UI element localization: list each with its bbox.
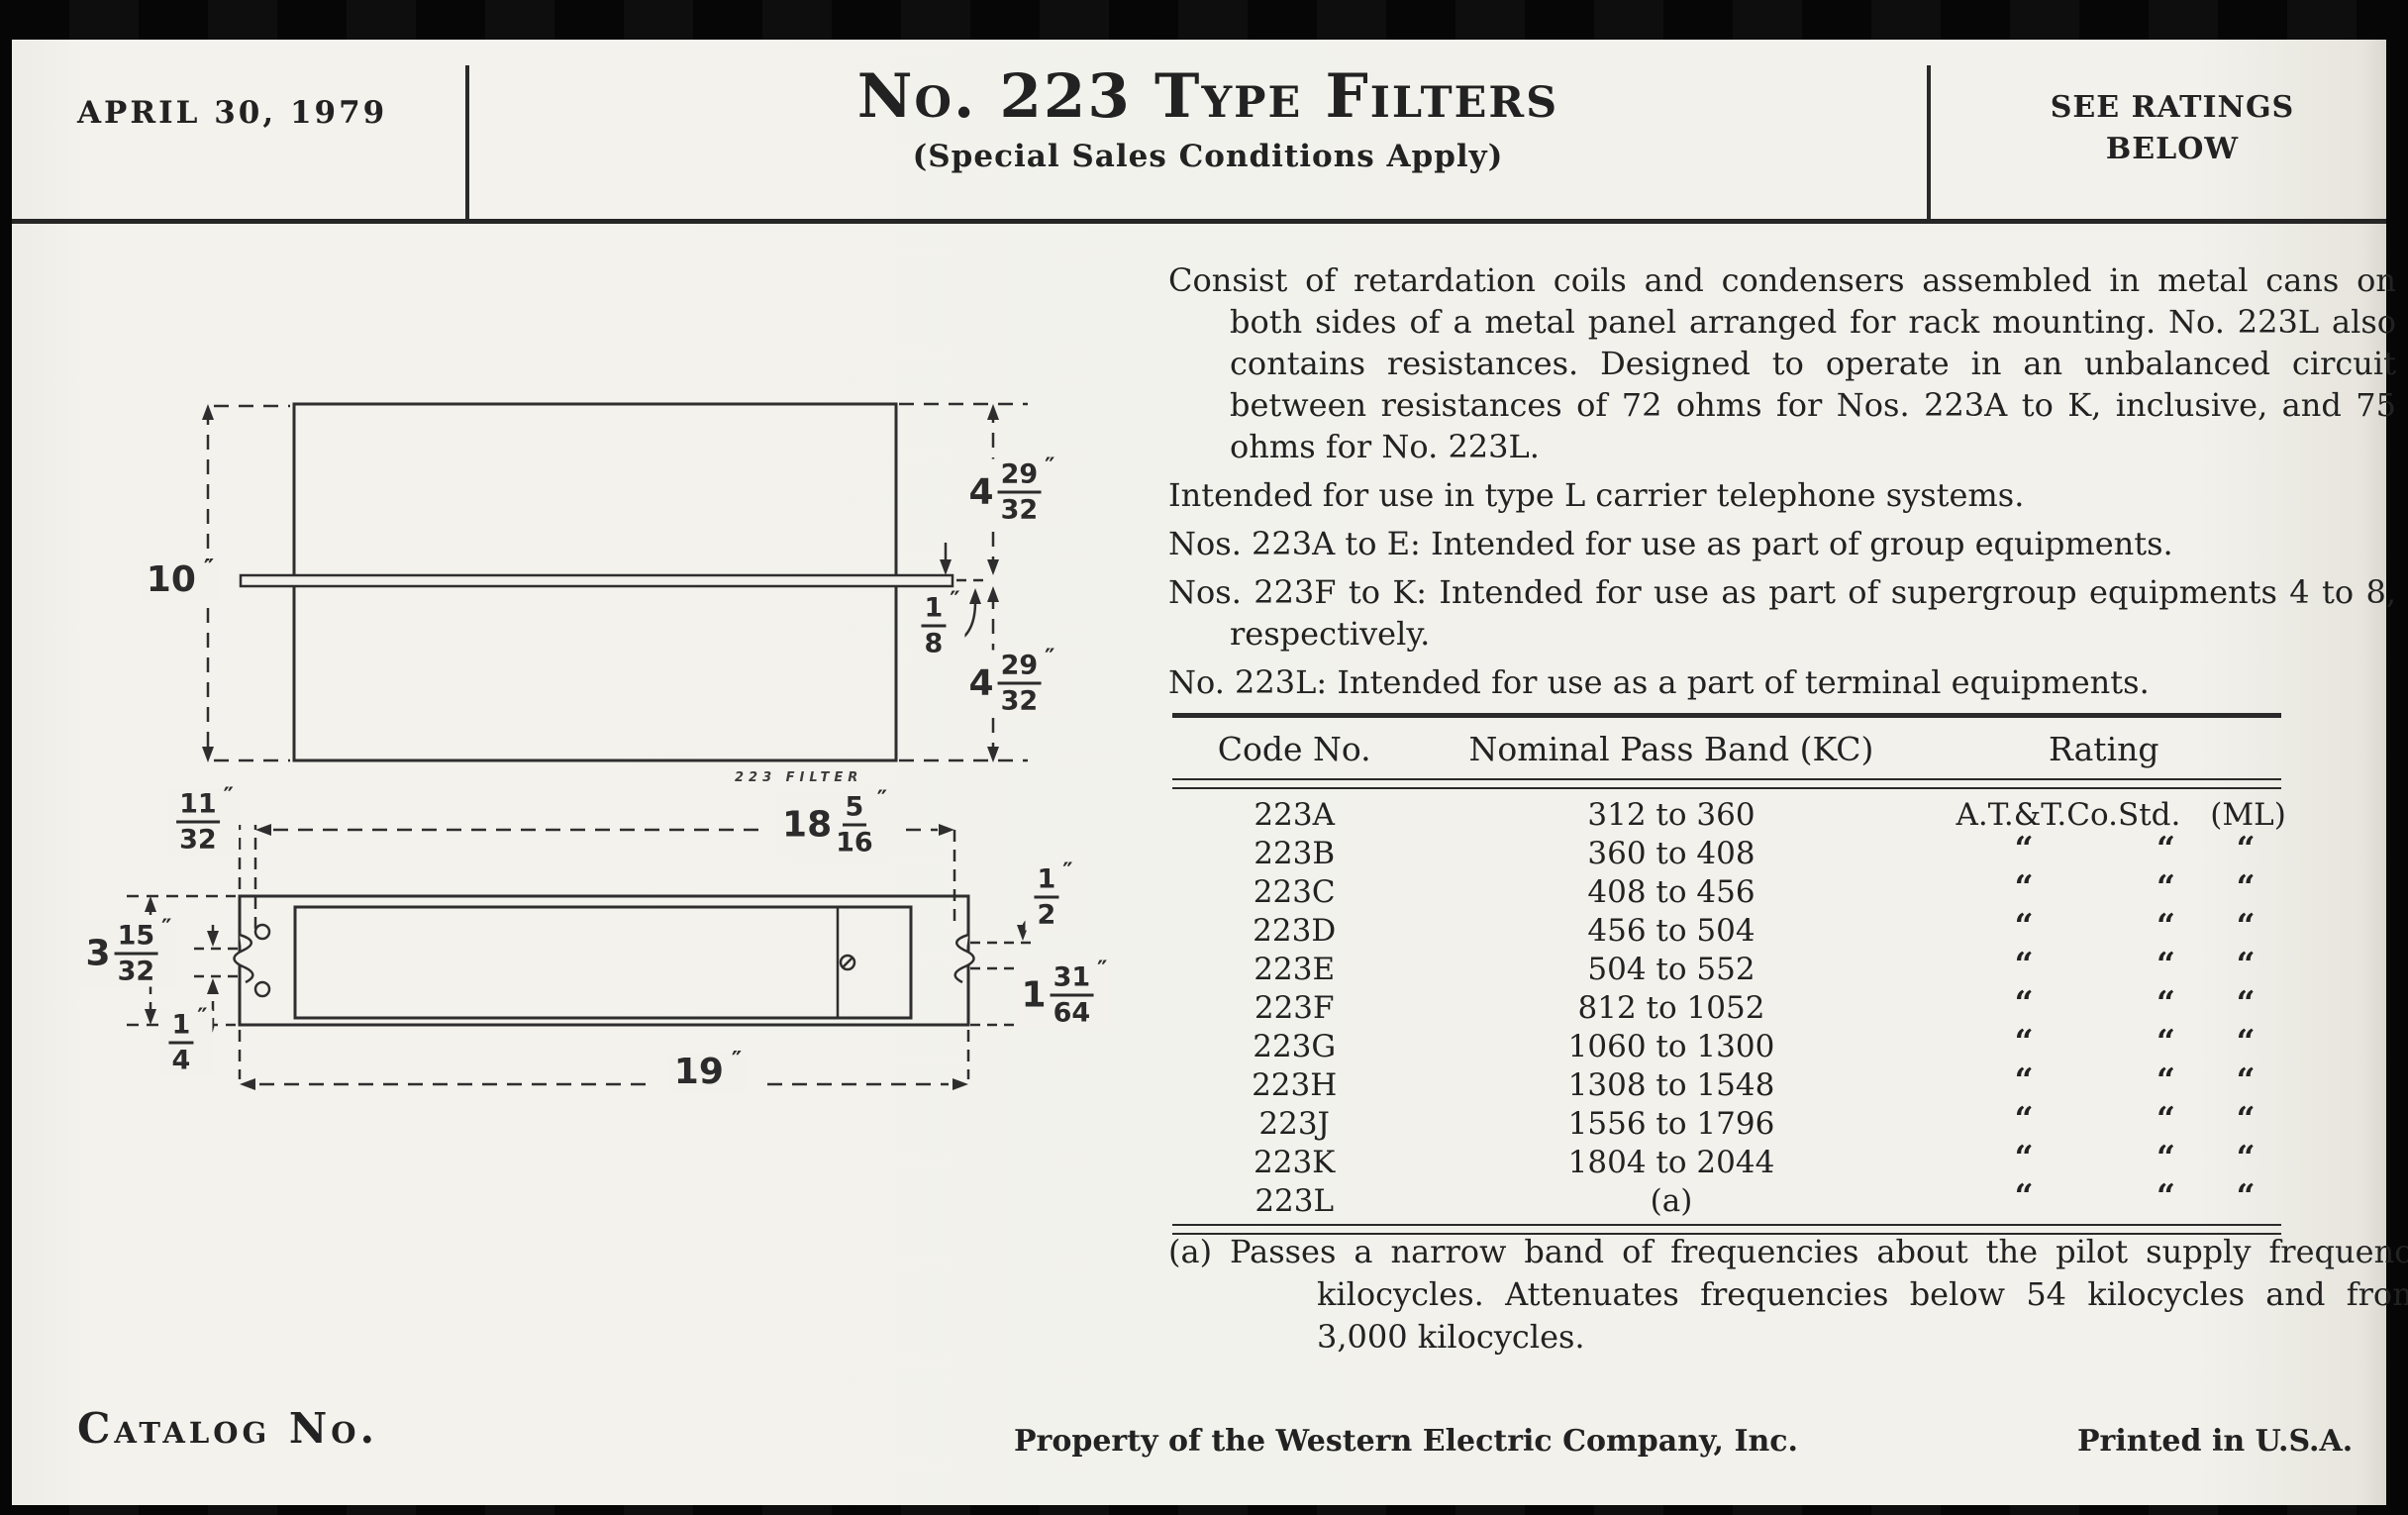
rating-cell: “““ — [2014, 1099, 2256, 1138]
description-paragraph: Intended for use in type L carrier telep… — [1168, 476, 2025, 514]
description-paragraph: Consist of retardation coils and condens… — [1168, 261, 2396, 465]
header-title-block: No. 223 Type Filters (Special Sales Cond… — [614, 61, 1802, 175]
table-header-row: Code No. Nominal Pass Band (KC) Rating — [1172, 718, 2281, 778]
column-header-band: Nominal Pass Band (KC) — [1468, 730, 1874, 768]
table-row: 223B 360 to 408 “““ — [1172, 829, 2281, 872]
drawing-caption: 223 FILTER — [735, 770, 863, 785]
table-row: 223K 1804 to 2044 “““ — [1172, 1138, 2281, 1181]
ratings-table: Code No. Nominal Pass Band (KC) Rating 2… — [1172, 713, 2286, 1235]
dimension-label-upper-4-29-32: 4 29 32 ″ — [963, 455, 1060, 526]
page-subtitle: (Special Sales Conditions Apply) — [912, 139, 1504, 175]
dimension-label-10in: 10 ″ — [141, 557, 220, 600]
table-row: 223C 408 to 456 “““ — [1172, 867, 2281, 911]
table-row: 223L (a) “““ — [1172, 1176, 2281, 1220]
table-row: 223H 1308 to 1548 “““ — [1172, 1060, 2281, 1104]
column-header-code: Code No. — [1217, 730, 1371, 768]
rating-cell: “““ — [2014, 1060, 2256, 1099]
table-row: 223F 812 to 1052 “““ — [1172, 983, 2281, 1027]
rating-cell: “““ — [2014, 906, 2256, 945]
description-list: Consist of retardation coils and condens… — [1168, 259, 2396, 710]
description-paragraph: No. 223L: Intended for use as a part of … — [1168, 663, 2150, 701]
description-paragraph: Nos. 223A to E: Intended for use as part… — [1168, 525, 2173, 562]
header-rule — [12, 219, 2386, 224]
column-header-rating: Rating — [2049, 730, 2159, 768]
rating-cell: “““ — [2014, 983, 2256, 1022]
ratings-note-line1: SEE RATINGS — [2050, 90, 2295, 125]
table-row: 223A 312 to 360 A.T.&T.Co.Std. (ML) — [1254, 796, 2286, 833]
table-rule-top — [1172, 713, 2281, 718]
dimension-label-3-15-32: 3 15 32 ″ — [80, 917, 177, 987]
rating-cell: “““ — [2014, 945, 2256, 983]
rating-cell: “““ — [2014, 829, 2256, 867]
dimension-label-lower-4-29-32: 4 29 32 ″ — [963, 647, 1060, 717]
rating-cell: A.T.&T.Co.Std. (ML) — [1956, 796, 2286, 833]
header-divider-right — [1927, 65, 1931, 222]
dimension-label-1-31-64: 1 31 64 ″ — [1016, 959, 1113, 1029]
header-divider-left — [465, 65, 469, 222]
ratings-note: SEE RATINGS BELOW — [1984, 87, 2360, 170]
dimension-label-11-32: 11 32 ″ — [167, 785, 239, 856]
table-row: 223E 504 to 552 “““ — [1172, 945, 2281, 988]
ratings-note-line2: BELOW — [2105, 132, 2240, 166]
paper-page — [12, 40, 2386, 1505]
table-rule-bottom — [1172, 1224, 2281, 1235]
table-rule-header — [1172, 778, 2281, 789]
table-row: 223J 1556 to 1796 “““ — [1172, 1099, 2281, 1143]
dimension-label-18-5-16: 18 5 16 ″ — [777, 788, 892, 858]
table-row: 223D 456 to 504 “““ — [1172, 906, 2281, 950]
description-paragraph: Nos. 223F to K: Intended for use as part… — [1168, 573, 2396, 653]
catalog-label: Catalog No. — [77, 1404, 379, 1453]
printed-note: Printed in U.S.A. — [2077, 1424, 2354, 1459]
rating-cell: “““ — [2014, 1138, 2256, 1176]
page-title: No. 223 Type Filters — [856, 61, 1559, 132]
table-row: 223G 1060 to 1300 “““ — [1172, 1022, 2281, 1065]
rating-cell: “““ — [2014, 1022, 2256, 1060]
property-note: Property of the Western Electric Company… — [1013, 1424, 1798, 1459]
dimension-label-19in: 19 ″ — [668, 1050, 748, 1092]
ratings-table-body: 223A 312 to 360 A.T.&T.Co.Std. (ML) 223B 360 … — [1172, 789, 2286, 1224]
issue-date: APRIL 30, 1979 — [77, 95, 388, 131]
rating-cell: “““ — [2014, 1176, 2256, 1215]
rating-cell: “““ — [2014, 867, 2256, 906]
table-footnote: (a) Passes a narrow band of frequencies … — [1168, 1233, 2408, 1356]
